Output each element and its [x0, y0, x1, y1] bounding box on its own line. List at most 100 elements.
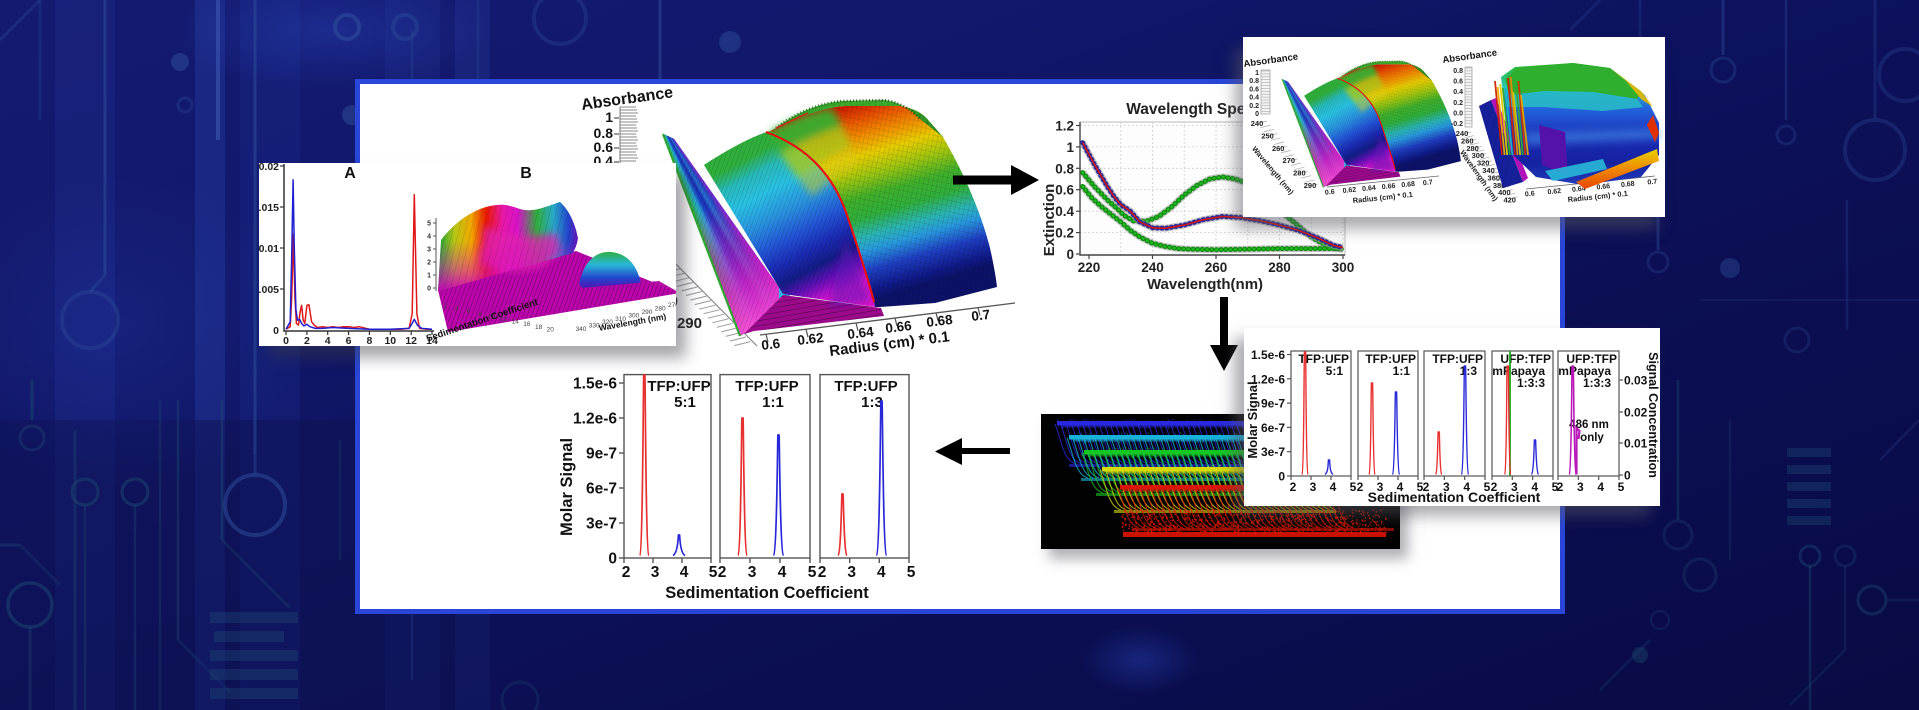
svg-text:290: 290	[642, 309, 653, 316]
svg-text:260: 260	[1205, 260, 1228, 275]
svg-text:0.02: 0.02	[259, 163, 279, 173]
svg-text:8: 8	[367, 335, 373, 346]
svg-text:1: 1	[605, 109, 613, 125]
svg-text:0.6: 0.6	[1055, 183, 1074, 198]
svg-text:0.66: 0.66	[1596, 183, 1610, 191]
svg-text:1.2: 1.2	[1055, 118, 1074, 133]
svg-text:0.4: 0.4	[1055, 204, 1074, 219]
svg-text:0.4: 0.4	[1453, 89, 1463, 96]
svg-text:0.68: 0.68	[1401, 181, 1415, 189]
svg-text:5:1: 5:1	[674, 394, 696, 411]
svg-text:270: 270	[668, 302, 676, 309]
svg-text:0.005: 0.005	[259, 284, 279, 296]
svg-text:2: 2	[818, 564, 827, 581]
svg-text:0: 0	[283, 335, 289, 346]
svg-text:5: 5	[808, 564, 817, 581]
svg-text:1.5e-6: 1.5e-6	[1251, 348, 1285, 362]
svg-text:0: 0	[1278, 470, 1285, 484]
svg-text:4: 4	[680, 564, 689, 581]
svg-text:280: 280	[1293, 169, 1306, 178]
svg-text:320: 320	[602, 319, 613, 326]
svg-text:260: 260	[1272, 144, 1285, 153]
svg-text:0.8: 0.8	[1453, 68, 1463, 75]
svg-text:280: 280	[655, 306, 666, 313]
svg-text:A: A	[344, 165, 356, 182]
svg-text:0.01: 0.01	[1624, 437, 1648, 451]
svg-text:340: 340	[1482, 166, 1495, 175]
svg-text:-0.2: -0.2	[1451, 121, 1463, 128]
svg-text:0.0: 0.0	[1453, 110, 1463, 117]
svg-text:0: 0	[1066, 247, 1074, 262]
svg-text:3: 3	[1443, 480, 1450, 494]
svg-text:Sedimentation Coefficient: Sedimentation Coefficient	[1368, 489, 1541, 505]
svg-text:260: 260	[1461, 136, 1474, 145]
svg-text:3: 3	[748, 564, 757, 581]
svg-text:0.6: 0.6	[1453, 79, 1463, 86]
svg-text:5: 5	[1618, 480, 1625, 494]
svg-text:0.8: 0.8	[1249, 78, 1259, 85]
svg-text:300: 300	[1472, 151, 1485, 160]
svg-text:0.4: 0.4	[1249, 95, 1259, 102]
svg-text:Extinction: Extinction	[1041, 184, 1058, 257]
svg-text:1:1: 1:1	[762, 394, 784, 411]
svg-text:6: 6	[467, 308, 471, 315]
svg-text:only: only	[1580, 432, 1604, 444]
svg-text:0: 0	[608, 551, 617, 568]
svg-text:330: 330	[589, 323, 600, 330]
svg-text:0.7: 0.7	[971, 307, 991, 324]
svg-text:4: 4	[1330, 480, 1337, 494]
svg-text:5: 5	[1552, 480, 1559, 494]
svg-text:0.8: 0.8	[1055, 161, 1074, 176]
svg-text:5: 5	[1484, 480, 1491, 494]
svg-text:1: 1	[427, 273, 431, 280]
svg-text:mPapaya: mPapaya	[1492, 364, 1545, 378]
svg-text:0.8: 0.8	[594, 125, 614, 141]
svg-text:9e-7: 9e-7	[586, 446, 617, 463]
svg-text:320: 320	[1477, 159, 1490, 168]
svg-text:6e-7: 6e-7	[1261, 421, 1285, 435]
svg-text:0.02: 0.02	[1624, 406, 1648, 420]
svg-text:0: 0	[1255, 111, 1259, 118]
svg-text:3: 3	[1310, 480, 1317, 494]
svg-text:1:3: 1:3	[861, 394, 883, 411]
svg-text:1:3:3: 1:3:3	[1517, 376, 1545, 390]
svg-text:3: 3	[1511, 480, 1518, 494]
svg-text:TFP:UFP: TFP:UFP	[834, 378, 897, 395]
svg-text:290: 290	[677, 315, 702, 332]
svg-text:TFP:UFP: TFP:UFP	[1432, 352, 1483, 366]
svg-text:2: 2	[1491, 480, 1498, 494]
svg-text:TFP:UFP: TFP:UFP	[735, 378, 798, 395]
svg-text:3: 3	[847, 564, 856, 581]
svg-text:0.015: 0.015	[259, 202, 279, 214]
svg-text:3e-7: 3e-7	[586, 516, 617, 533]
svg-text:220: 220	[1078, 260, 1101, 275]
svg-text:14: 14	[426, 335, 438, 346]
svg-text:4: 4	[877, 564, 886, 581]
svg-text:TFP:UFP: TFP:UFP	[647, 378, 710, 395]
svg-text:0.03: 0.03	[1624, 374, 1648, 388]
svg-text:Molar Signal: Molar Signal	[558, 438, 576, 536]
svg-text:18: 18	[535, 324, 543, 331]
svg-text:9e-7: 9e-7	[1261, 397, 1285, 411]
svg-text:1:3:3: 1:3:3	[1583, 376, 1611, 390]
svg-text:0.7: 0.7	[1647, 179, 1658, 187]
svg-text:4: 4	[455, 306, 459, 313]
svg-text:2: 2	[304, 335, 310, 346]
svg-text:0.62: 0.62	[1342, 187, 1356, 195]
svg-text:0.7: 0.7	[1423, 179, 1434, 187]
svg-text:4: 4	[325, 335, 331, 346]
svg-text:8: 8	[478, 311, 482, 318]
svg-text:310: 310	[615, 316, 626, 323]
svg-text:TFP:UFP: TFP:UFP	[1298, 352, 1349, 366]
svg-text:1.2e-6: 1.2e-6	[1251, 372, 1285, 386]
svg-text:0: 0	[427, 286, 431, 293]
svg-text:5:1: 5:1	[1326, 364, 1344, 378]
svg-text:0: 0	[273, 325, 279, 337]
svg-text:0.2: 0.2	[1055, 226, 1074, 241]
svg-text:250: 250	[1261, 131, 1274, 140]
svg-text:Wavelength(nm): Wavelength(nm)	[1147, 276, 1263, 293]
svg-text:2: 2	[427, 260, 431, 267]
svg-text:4: 4	[1597, 480, 1604, 494]
svg-text:2: 2	[443, 303, 447, 310]
svg-text:0.66: 0.66	[885, 318, 913, 336]
